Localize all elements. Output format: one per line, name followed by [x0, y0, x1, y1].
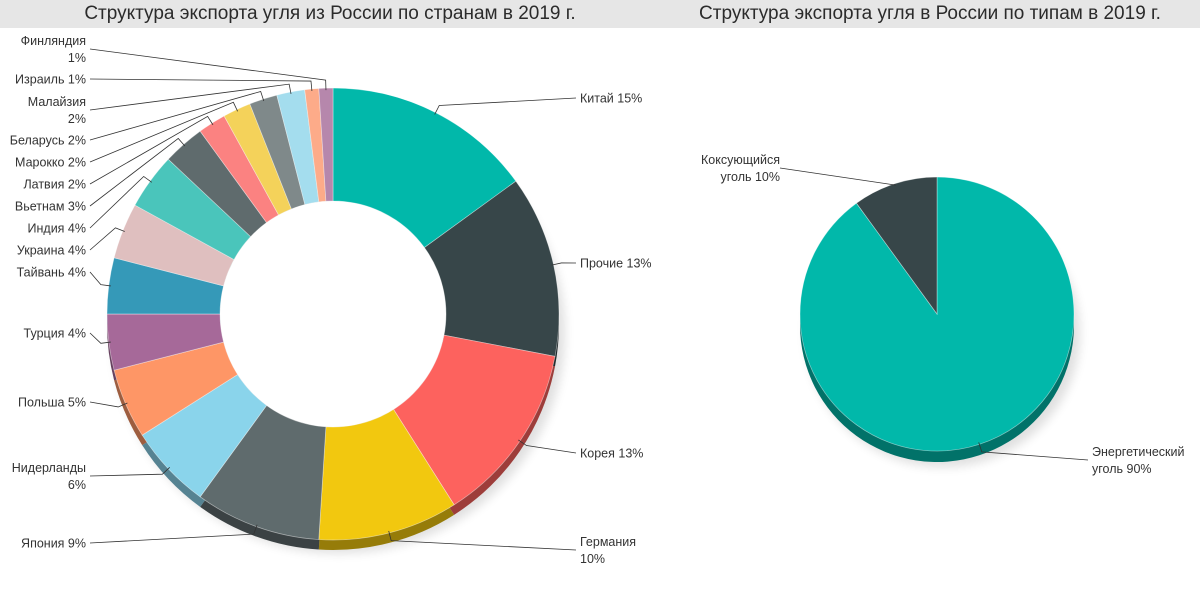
- data-label-малайзия: 2%: [68, 112, 86, 126]
- data-label-нидерланды: Нидерланды: [12, 461, 86, 475]
- data-label-прочие: Прочие 13%: [580, 257, 652, 271]
- chart-title-countries: Структура экспорта угля из России по стр…: [84, 3, 576, 24]
- leader-line-турция: [89, 332, 111, 344]
- leader-line-германия: [388, 530, 577, 551]
- leader-line-израиль: [89, 78, 313, 92]
- data-label-израиль: Израиль 1%: [15, 73, 86, 87]
- leader-line-корея: [518, 439, 577, 454]
- title-band: [0, 0, 1200, 28]
- data-label-польша: Польша 5%: [18, 396, 86, 410]
- leader-line-нидерланды: [89, 467, 170, 477]
- leader-line-финляндия: [89, 48, 327, 91]
- data-label-марокко: Марокко 2%: [15, 156, 86, 170]
- pie-chart-types: Энергетический уголь 90% Коксующийся уголь …: [701, 153, 1184, 476]
- data-label-беларусь: Беларусь 2%: [10, 134, 86, 148]
- slice-коксующийся-уголь[interactable]: [855, 176, 938, 316]
- data-label-вьетнам: Вьетнам 3%: [15, 200, 86, 214]
- data-label-тайвань: Тайвань 4%: [17, 266, 86, 280]
- data-label-китай: Китай 15%: [580, 92, 642, 106]
- leader-line-прочие: [551, 262, 577, 266]
- leader-line-япония: [89, 524, 258, 544]
- leader-line-малайзия: [89, 83, 292, 111]
- leader-line-индия: [89, 175, 153, 229]
- data-label-турция: Турция 4%: [24, 327, 86, 341]
- data-label-япония: Япония 9%: [21, 537, 86, 551]
- data-label-финляндия: 1%: [68, 51, 86, 65]
- leader-line-вьетнам: [89, 137, 186, 207]
- data-label-корея: Корея 13%: [580, 447, 643, 461]
- donut-chart-countries: Китай 15% Прочие 13% Корея 13% Германия 10% Я…: [10, 34, 652, 566]
- leader-line-энергетический-уголь: [978, 442, 1089, 461]
- leader-line-латвия: [89, 115, 214, 185]
- data-label-финляндия: Финляндия: [21, 34, 86, 48]
- leader-line-польша: [89, 401, 128, 408]
- leader-line-коксующийся-уголь: [779, 167, 896, 186]
- leader-line-беларусь: [89, 90, 265, 141]
- data-label-коксующийся-уголь: Коксующийся: [701, 153, 780, 167]
- data-label-нидерланды: 6%: [68, 478, 86, 492]
- data-label-германия: 10%: [580, 552, 605, 566]
- leader-line-тайвань: [89, 271, 111, 287]
- data-label-украина: Украина 4%: [17, 244, 86, 258]
- leader-line-украина: [89, 227, 125, 251]
- data-label-энергетический-уголь: уголь 90%: [1092, 462, 1152, 476]
- data-label-латвия: Латвия 2%: [23, 178, 86, 192]
- leader-line-марокко: [89, 101, 238, 163]
- data-label-германия: Германия: [580, 535, 636, 549]
- data-label-малайзия: Малайзия: [28, 95, 86, 109]
- donut-hole: [220, 201, 446, 427]
- data-label-индия: Индия 4%: [28, 222, 86, 236]
- data-label-коксующийся-уголь: уголь 10%: [720, 170, 780, 184]
- data-label-энергетический-уголь: Энергетический: [1092, 445, 1184, 459]
- chart-title-types: Структура экспорта угля в России по типа…: [699, 3, 1161, 24]
- leader-line-китай: [434, 97, 577, 115]
